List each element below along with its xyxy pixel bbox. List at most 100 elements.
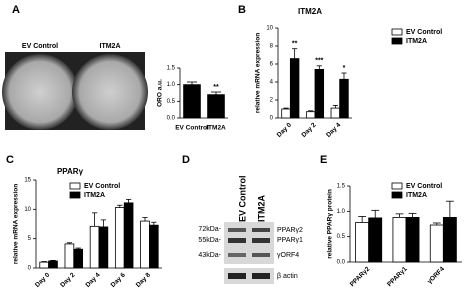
band-label: γORF4 [277,252,299,259]
band [252,238,270,243]
x-tick-label: Day 2 [300,121,317,138]
band [228,238,246,243]
x-tick-label: Day 2 [59,271,76,288]
legend-swatch [391,191,403,199]
bar [405,217,420,263]
x-tick-label: Day 4 [84,271,101,288]
bar [339,78,349,119]
legend-swatch [391,37,403,45]
lane-label: EV Control [237,176,247,223]
bar [140,220,150,269]
x-tick-label: Day 0 [276,121,293,138]
y-axis-label: relative mRNA expression [13,184,20,264]
band-label: PPARγ1 [277,237,303,244]
y-tick-label: 0.0 [167,116,176,122]
x-tick-label: Day 0 [34,271,51,288]
bar [289,58,300,119]
bar [98,226,109,269]
bar [183,84,201,119]
x-tick-label: Day 8 [135,271,152,288]
legend-label: ITM2A [406,38,427,45]
dish-label: ITM2A [100,43,121,50]
legend-swatch [69,191,81,199]
bar [114,207,125,269]
y-tick-label: 1.0 [337,209,346,215]
bar [314,69,325,119]
y-axis-label: ORO a.u. [157,79,164,107]
x-tick-label: Day 6 [110,271,127,288]
y-tick-label: 10 [266,26,273,32]
legend-label: ITM2A [406,192,427,199]
y-axis-label: relative PPARγ protein [327,189,334,259]
x-tick-label: PPARγ2 [349,265,372,288]
dish [2,54,78,130]
western-blot: EV Control ITM2A 72kDa- 55kDa- 43kDa- PP… [198,176,303,284]
legend-swatch [69,182,81,190]
band [252,273,270,279]
bar [429,224,444,263]
lane-label: ITM2A [256,194,266,222]
y-axis-label: relative mRNA expression [255,33,262,113]
blot [224,268,274,284]
y-tick-label: 4 [270,80,274,86]
x-tick-label: γORF4 [426,265,446,285]
x-tick-label: ITM2A [206,125,226,132]
y-tick-label: 0.5 [167,99,176,105]
chart-title: ITM2A [298,7,322,16]
y-tick-label: 15 [24,178,31,184]
significance: ** [292,41,298,48]
bar [355,222,370,263]
bar [368,217,383,263]
bar [281,108,291,119]
band [228,228,246,232]
y-tick-label: 1.0 [167,82,176,88]
y-tick-label: 0.5 [337,234,346,240]
panel-letter: A [12,4,20,16]
band [252,228,270,232]
band [228,253,246,257]
significance: *** [315,58,323,65]
dish-images: EV Control ITM2A [2,43,148,130]
bar [392,217,407,263]
y-tick-label: 10 [24,207,31,213]
bar [305,111,316,119]
legend-label: EV Control [406,183,442,190]
y-tick-label: 2 [270,98,274,104]
y-tick-label: 1.5 [337,184,346,190]
marker-label: 43kDa- [198,252,221,259]
x-tick-label: Day 4 [325,121,342,138]
band-label: β actin [277,273,298,280]
legend-swatch [391,28,403,36]
x-tick-label: PPARγ1 [386,265,409,288]
panel-letter: B [238,4,246,16]
legend-label: EV Control [84,183,120,190]
chart-title: PPARγ [57,167,84,176]
band [228,273,246,279]
legend-label: EV Control [406,29,442,36]
significance: ** [213,84,219,91]
bar [123,202,134,269]
bar [442,217,457,263]
panel-letter: C [6,154,14,166]
bar [39,261,49,269]
band-label: PPARγ2 [277,227,303,234]
x-tick-label: EV Control [175,125,209,132]
marker-label: 55kDa- [198,237,221,244]
bar [89,225,100,269]
y-tick-label: 8 [270,44,274,50]
dish [72,54,148,130]
panel-letter: D [182,154,190,166]
legend-label: ITM2A [84,192,105,199]
y-tick-label: 1.5 [167,66,176,72]
bar [148,224,159,269]
bar [207,94,225,119]
dish-label: EV Control [22,43,58,50]
marker-label: 72kDa- [198,226,221,233]
bar [73,248,84,269]
y-tick-label: 6 [270,62,274,68]
legend-swatch [391,182,403,190]
bar [48,260,58,269]
significance: * [343,65,346,72]
bar [64,243,75,269]
